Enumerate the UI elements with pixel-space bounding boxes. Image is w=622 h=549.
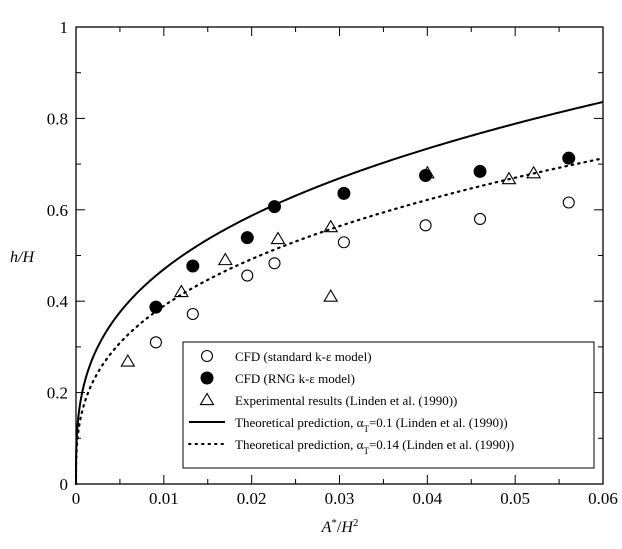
legend-label: CFD (RNG k-ε model) bbox=[235, 371, 355, 386]
x-tick-label: 0.02 bbox=[237, 489, 267, 508]
experimental-point bbox=[323, 289, 339, 302]
experimental-point bbox=[501, 171, 517, 185]
standard-ke-point bbox=[268, 257, 281, 270]
experimental-point bbox=[270, 231, 286, 245]
rng-ke-point bbox=[240, 231, 254, 245]
x-tick-label: 0.03 bbox=[325, 489, 355, 508]
legend: CFD (standard k-ε model) CFD (RNG k-ε mod… bbox=[182, 341, 595, 469]
rng-ke-point bbox=[473, 164, 487, 178]
theory-alpha-0.14-line bbox=[74, 157, 605, 486]
x-tick-label: 0.04 bbox=[412, 489, 442, 508]
standard-ke-point bbox=[186, 307, 199, 321]
legend-label: Theoretical prediction, αT=0.1 (Linden e… bbox=[235, 415, 508, 434]
experimental-point bbox=[323, 219, 339, 233]
standard-ke-point bbox=[419, 219, 432, 232]
series-markers bbox=[120, 151, 576, 367]
x-tick-label: 0.05 bbox=[500, 489, 530, 508]
rng-ke-point bbox=[337, 186, 351, 200]
x-axis-label: A*/H2 bbox=[321, 517, 359, 536]
rng-ke-point bbox=[149, 300, 163, 314]
x-tick-label: 0 bbox=[72, 489, 81, 508]
standard-ke-point bbox=[337, 236, 350, 249]
y-tick-label: 0.6 bbox=[47, 201, 68, 220]
standard-ke-point bbox=[149, 336, 162, 349]
x-tick-label: 0.01 bbox=[149, 489, 179, 508]
legend-marker bbox=[199, 392, 215, 406]
rng-ke-point bbox=[562, 151, 576, 165]
y-tick-label: 1 bbox=[60, 18, 69, 37]
legend-label: CFD (standard k-ε model) bbox=[235, 349, 372, 364]
y-axis-label: h/H bbox=[10, 249, 35, 266]
experimental-point bbox=[173, 284, 189, 298]
y-tick-label: 0.4 bbox=[47, 292, 69, 311]
experimental-point bbox=[217, 252, 233, 266]
y-axis: 0 0.2 0.4 0.6 0.8 1 bbox=[47, 18, 603, 494]
theory-alpha-0.1-line bbox=[75, 101, 604, 485]
y-tick-label: 0.8 bbox=[47, 109, 68, 128]
y-tick-label: 0.2 bbox=[47, 384, 68, 403]
legend-marker bbox=[200, 349, 214, 363]
y-tick-label: 0 bbox=[60, 475, 69, 494]
series-curves bbox=[74, 101, 605, 486]
experimental-point bbox=[526, 165, 542, 179]
standard-ke-point bbox=[473, 212, 487, 225]
standard-ke-point bbox=[241, 269, 254, 282]
x-axis: 0 0.01 0.02 0.03 0.04 0.05 0.06 bbox=[72, 27, 618, 508]
legend-box bbox=[182, 341, 595, 469]
experimental-point bbox=[419, 165, 435, 179]
experimental-point bbox=[120, 353, 136, 367]
rng-ke-point bbox=[268, 200, 282, 214]
legend-label: Theoretical prediction, αT=0.14 (Linden … bbox=[235, 437, 514, 456]
rng-ke-point bbox=[186, 259, 200, 273]
x-tick-label: 0.06 bbox=[588, 489, 618, 508]
standard-ke-point bbox=[562, 196, 575, 209]
legend-label: Experimental results (Linden et al. (199… bbox=[235, 393, 457, 408]
legend-marker bbox=[200, 371, 214, 385]
